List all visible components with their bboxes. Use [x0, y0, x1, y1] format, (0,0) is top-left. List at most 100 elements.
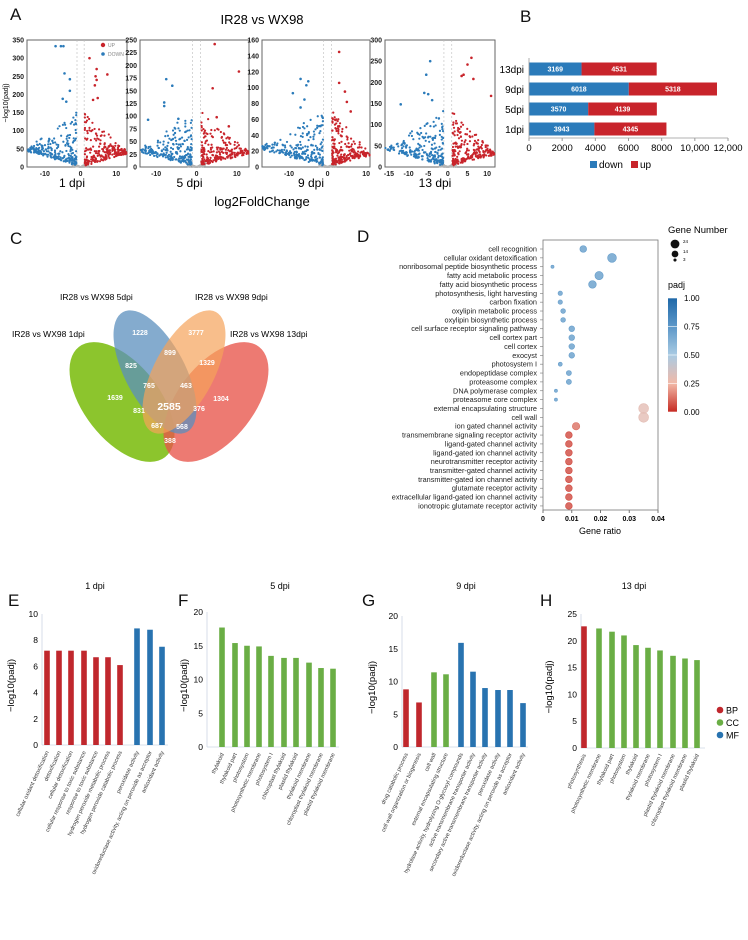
- volcano-point: [189, 121, 192, 124]
- volcano-point: [74, 122, 77, 125]
- volcano-point: [234, 155, 237, 159]
- x-tick-label: -5: [425, 171, 431, 178]
- y-tick-label: 250: [370, 59, 382, 66]
- volcano-point: [363, 151, 366, 154]
- y-tick-label: 200: [125, 63, 137, 70]
- volcano-point: [98, 153, 101, 156]
- volcano-point: [106, 151, 110, 154]
- volcano-point: [340, 157, 343, 161]
- volcano-point: [400, 146, 404, 150]
- volcano-point: [90, 160, 93, 163]
- volcano-point: [337, 130, 340, 133]
- volcano-point: [295, 151, 298, 154]
- volcano-point: [102, 130, 106, 133]
- volcano-point: [435, 146, 438, 149]
- bar-down: [529, 82, 629, 96]
- volcano-point: [331, 139, 334, 142]
- bar-MF: [520, 703, 526, 747]
- volcano-point: [147, 147, 150, 150]
- volcano-point: [60, 134, 63, 137]
- volcano-point: [50, 152, 53, 155]
- bubble: [565, 466, 573, 475]
- volcano-point: [325, 165, 328, 168]
- volcano-point: [38, 146, 41, 149]
- term-label: oxylipin metabolic process: [452, 307, 538, 316]
- volcano-point: [282, 151, 285, 154]
- volcano-point: [310, 153, 313, 156]
- volcano-point: [457, 146, 460, 149]
- volcano-point: [350, 143, 354, 146]
- volcano-point: [404, 146, 408, 149]
- venn-count-9dpi_only: 3777: [188, 330, 204, 337]
- volcano-point: [149, 151, 152, 154]
- bar-CC: [330, 668, 336, 747]
- volcano-point: [59, 150, 62, 153]
- volcano-point: [474, 153, 477, 156]
- volcano-point: [452, 126, 456, 129]
- volcano-point: [442, 136, 445, 140]
- volcano-point: [176, 146, 179, 149]
- y-tick-label: 250: [12, 74, 24, 81]
- volcano-point: [104, 157, 108, 160]
- volcano-point: [473, 151, 476, 154]
- volcano-point: [93, 127, 96, 131]
- volcano-point: [236, 145, 239, 148]
- volcano-point: [465, 149, 469, 152]
- volcano-point: [65, 137, 68, 140]
- volcano-point: [368, 154, 371, 157]
- y-tick-label: 15: [194, 641, 204, 651]
- volcano-point: [244, 148, 247, 151]
- volcano-point: [177, 127, 180, 130]
- volcano-point: [408, 146, 411, 149]
- volcano-point: [152, 154, 156, 157]
- bar-MF: [482, 688, 488, 747]
- volcano-point: [56, 127, 59, 130]
- volcano-point: [65, 126, 68, 130]
- volcano-point: [190, 119, 193, 122]
- y-tick-label: 40: [251, 133, 259, 140]
- volcano-point: [349, 159, 352, 162]
- volcano-point: [107, 133, 110, 136]
- bar-BP: [416, 702, 422, 747]
- volcano-point: [351, 154, 354, 157]
- y-tick-label: 5: [393, 709, 398, 719]
- volcano-point: [393, 148, 396, 152]
- volcano-point: [35, 140, 38, 143]
- volcano-point: [109, 136, 112, 139]
- volcano-point: [462, 157, 466, 160]
- venn-count-1dpi_only: 1639: [107, 395, 123, 402]
- volcano-point: [391, 146, 395, 149]
- volcano-point: [184, 156, 187, 159]
- volcano-point: [98, 160, 102, 163]
- volcano-point: [441, 159, 445, 162]
- x-axis-label: Gene ratio: [579, 526, 621, 536]
- volcano-point: [333, 158, 336, 161]
- volcano-point: [342, 153, 346, 156]
- term-label: carbon fixation: [490, 298, 537, 307]
- volcano-point: [210, 150, 213, 153]
- volcano-point: [124, 153, 127, 156]
- volcano-point: [62, 160, 65, 163]
- volcano-point: [93, 160, 97, 163]
- volcano-point: [419, 127, 422, 130]
- volcano-point: [479, 156, 482, 159]
- bar-CC: [682, 658, 688, 748]
- y-tick-label: 5: [198, 708, 203, 718]
- volcano-point: [48, 137, 51, 140]
- volcano-point: [47, 143, 50, 146]
- volcano-point: [190, 142, 193, 146]
- bar-value-label: 3570: [551, 107, 567, 114]
- volcano-point: [191, 164, 194, 167]
- legend-CC-label: CC: [726, 718, 739, 728]
- volcano-point: [32, 148, 35, 151]
- volcano-point: [67, 142, 70, 145]
- volcano-point: [103, 134, 106, 137]
- volcano-point: [61, 97, 65, 101]
- volcano-point: [47, 139, 50, 142]
- volcano-point: [357, 157, 360, 160]
- volcano-point: [204, 142, 207, 145]
- volcano-point: [95, 78, 98, 82]
- volcano-point: [454, 165, 457, 168]
- volcano-point: [353, 150, 356, 153]
- volcano-point: [209, 156, 212, 159]
